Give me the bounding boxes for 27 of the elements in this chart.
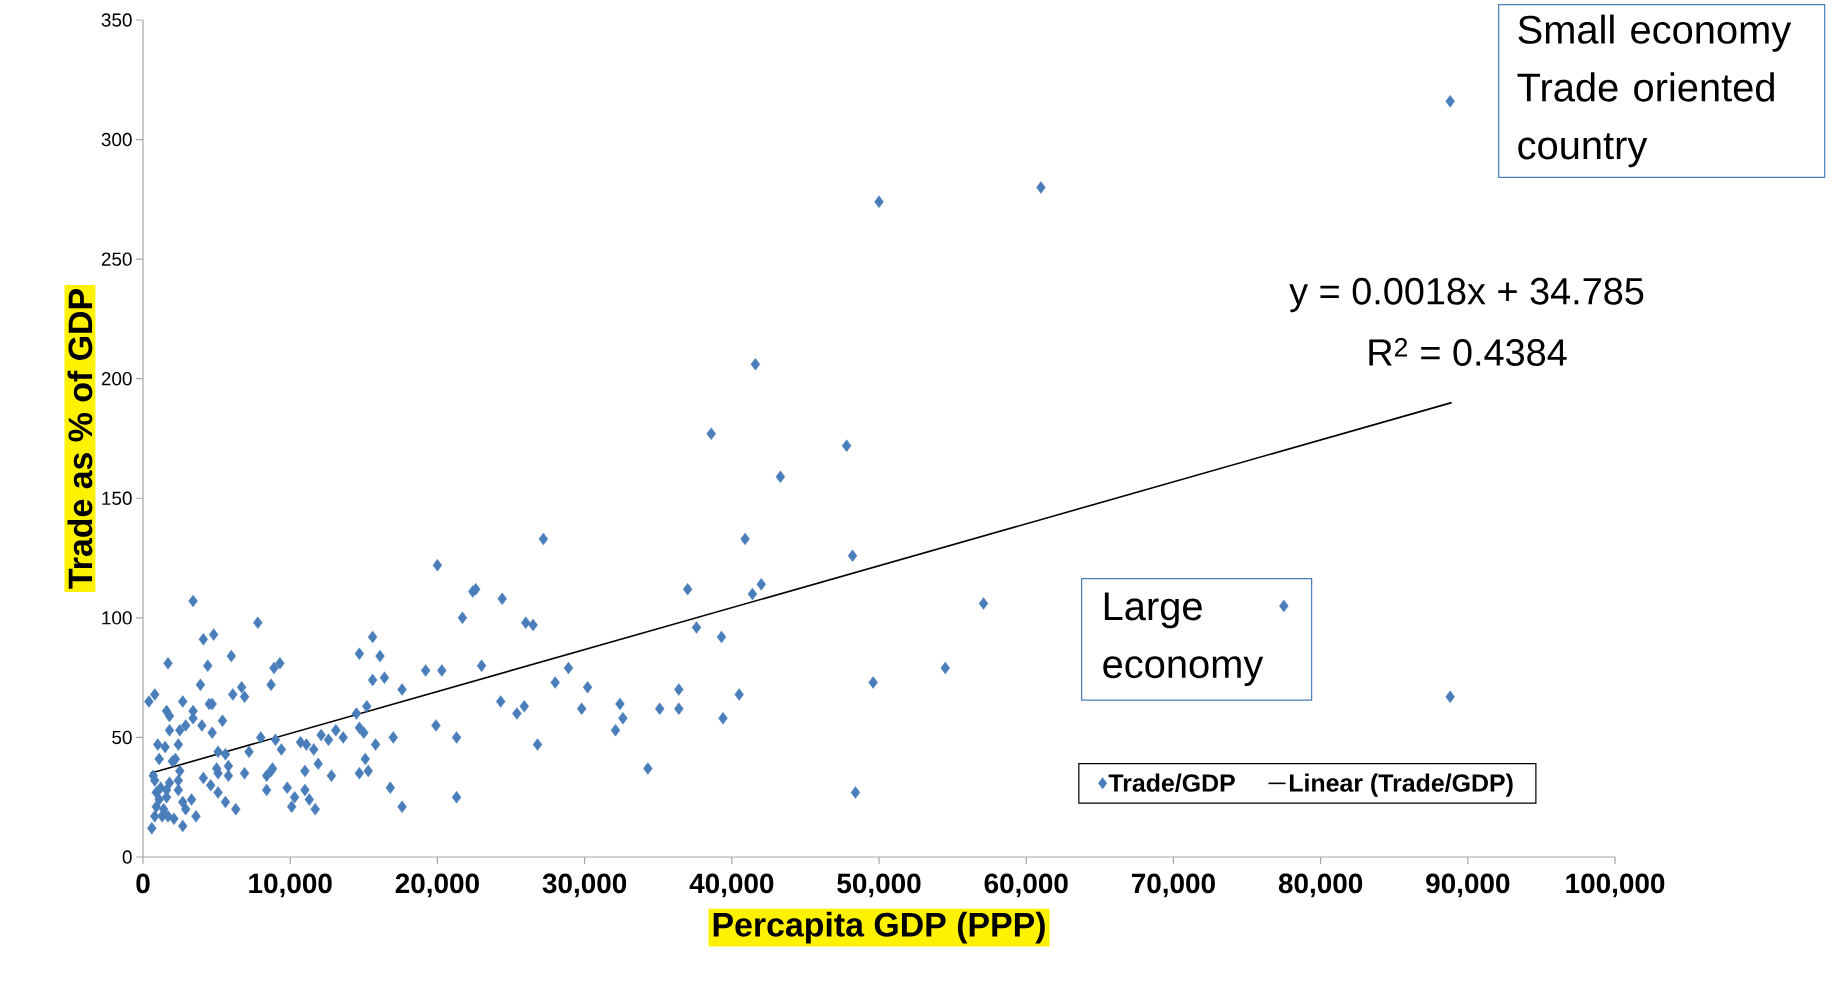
x-tick-label: 60,000 bbox=[984, 873, 1068, 898]
y-tick-label: 350 bbox=[101, 13, 132, 27]
y-axis-title: Trade as % of GDP bbox=[67, 289, 93, 589]
x-tick-label: 30,000 bbox=[542, 873, 627, 898]
annotation: Large economy bbox=[1103, 592, 1264, 687]
y-tick-label: 100 bbox=[102, 611, 132, 625]
x-tick-label: 0 bbox=[136, 873, 150, 894]
y-tick-label: 50 bbox=[112, 730, 132, 745]
annotation: y = 0.0018x + 34.785 bbox=[1289, 277, 1644, 313]
y-tick-label: 250 bbox=[101, 252, 132, 266]
x-tick-label: 40,000 bbox=[689, 873, 774, 898]
x-tick-label: 10,000 bbox=[249, 873, 332, 898]
x-tick-label: 100,000 bbox=[1566, 873, 1665, 898]
x-tick-label: 80,000 bbox=[1278, 873, 1363, 898]
y-tick-label: 0 bbox=[122, 850, 132, 864]
legend-label: Trade/GDP bbox=[1108, 773, 1235, 793]
x-tick-label: 50,000 bbox=[837, 873, 921, 898]
y-tick-label: 200 bbox=[101, 372, 132, 386]
x-tick-label: 20,000 bbox=[395, 873, 479, 898]
y-tick-label: 300 bbox=[101, 132, 132, 147]
x-tick-label: 70,000 bbox=[1131, 873, 1215, 898]
x-axis-title: Percapita GDP (PPP) bbox=[713, 911, 1045, 944]
annotation: Small economy Trade oriented country bbox=[1517, 14, 1792, 168]
annotation: R$^{2}$ = 0.4384 bbox=[1369, 338, 1567, 366]
x-tick-label: 90,000 bbox=[1426, 873, 1510, 898]
y-tick-label: 150 bbox=[102, 491, 132, 505]
legend-label: Linear (Trade/GDP) bbox=[1289, 773, 1513, 797]
